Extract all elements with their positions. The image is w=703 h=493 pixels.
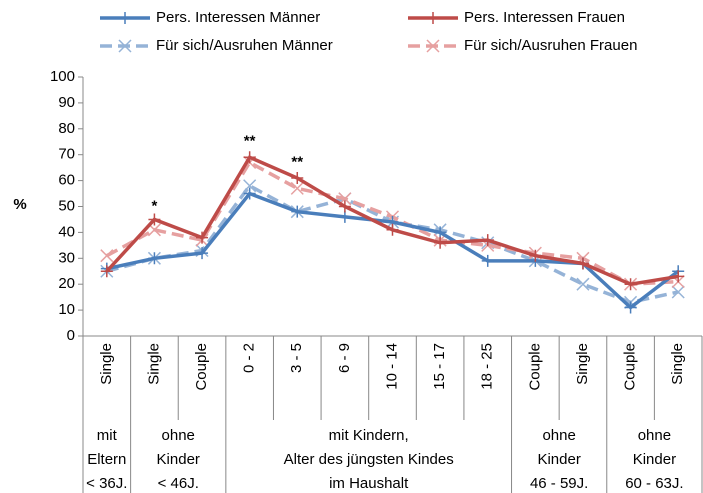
point-marker	[243, 179, 257, 193]
point-marker	[434, 226, 447, 239]
point-marker	[100, 249, 114, 263]
legend-label: Für sich/Ausruhen Frauen	[464, 37, 637, 54]
point-marker	[481, 234, 494, 247]
group-label: Alter des jüngsten Kindes	[284, 451, 454, 468]
annotation: *	[152, 197, 158, 214]
y-tick-label: 70	[58, 146, 75, 163]
point-marker	[624, 278, 637, 291]
point-marker	[576, 257, 589, 270]
point-marker	[196, 231, 209, 244]
point-marker	[624, 301, 637, 314]
x-tick-label: Single	[98, 343, 115, 385]
point-marker	[148, 213, 161, 226]
y-tick-label: 50	[58, 197, 75, 214]
x-tick-label: 10 - 14	[383, 343, 400, 390]
group-label: ohne	[162, 427, 195, 444]
series-line	[106, 183, 679, 305]
y-tick-label: 30	[58, 249, 75, 266]
x-tick-label: 18 - 25	[479, 343, 496, 390]
x-tick-label: Single	[669, 343, 686, 385]
group-label: ohne	[542, 427, 575, 444]
point-marker	[243, 151, 256, 164]
y-tick-label: 40	[58, 223, 75, 240]
point-marker	[100, 265, 113, 278]
group-label: Kinder	[157, 451, 200, 468]
group-label: im Haushalt	[329, 475, 409, 492]
y-tick-label: 60	[58, 172, 75, 189]
legend-marker	[118, 39, 132, 53]
point-marker	[148, 252, 161, 265]
y-tick-label: 20	[58, 275, 75, 292]
group-label: Kinder	[633, 451, 676, 468]
x-tick-label: 15 - 17	[431, 343, 448, 390]
point-marker	[529, 249, 542, 262]
x-tick-label: Couple	[622, 343, 639, 391]
point-marker	[291, 172, 304, 185]
point-marker	[434, 236, 447, 249]
point-marker	[576, 277, 590, 291]
group-label: ohne	[638, 427, 671, 444]
group-label: < 36J.	[86, 475, 127, 492]
group-label: mit Kindern,	[329, 427, 409, 444]
annotation: **	[244, 133, 256, 150]
legend-label: Pers. Interessen Frauen	[464, 9, 625, 26]
group-label: < 46J.	[158, 475, 199, 492]
group-label: Kinder	[537, 451, 580, 468]
point-marker	[386, 223, 399, 236]
x-tick-label: Single	[145, 343, 162, 385]
point-marker	[290, 181, 304, 195]
group-label: 60 - 63J.	[625, 475, 683, 492]
y-tick-label: 100	[50, 68, 75, 85]
x-tick-label: 3 - 5	[288, 343, 305, 373]
group-label: 46 - 59J.	[530, 475, 588, 492]
point-marker	[196, 247, 209, 260]
legend-marker	[427, 12, 439, 24]
y-tick-label: 90	[58, 94, 75, 111]
legend-label: Pers. Interessen Männer	[156, 9, 320, 26]
point-marker	[338, 210, 351, 223]
x-tick-label: Couple	[526, 343, 543, 391]
x-tick-label: Single	[574, 343, 591, 385]
y-axis-label: %	[13, 196, 26, 213]
y-tick-label: 80	[58, 120, 75, 137]
legend-marker	[119, 12, 131, 24]
point-marker	[291, 205, 304, 218]
legend-marker	[426, 39, 440, 53]
x-tick-label: Couple	[193, 343, 210, 391]
group-label: Eltern	[87, 451, 126, 468]
point-marker	[672, 270, 685, 283]
series-line	[106, 191, 680, 310]
y-tick-label: 0	[67, 327, 75, 344]
annotation: **	[291, 153, 303, 170]
point-marker	[243, 187, 256, 200]
point-marker	[671, 285, 685, 299]
x-tick-label: 0 - 2	[241, 343, 258, 373]
point-marker	[481, 254, 494, 267]
x-tick-label: 6 - 9	[336, 343, 353, 373]
point-marker	[338, 200, 351, 213]
group-label: mit	[97, 427, 118, 444]
legend-label: Für sich/Ausruhen Männer	[156, 37, 333, 54]
y-tick-label: 10	[58, 301, 75, 318]
